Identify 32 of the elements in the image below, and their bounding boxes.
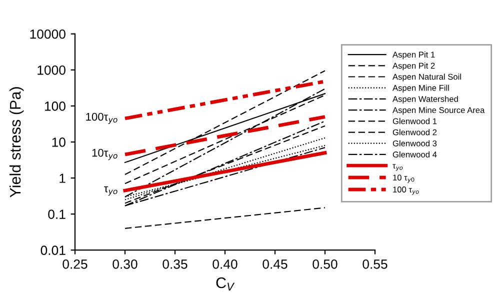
legend-label: Glenwood 1 [392,118,437,124]
y-tick-label: 10 [52,138,66,147]
x-tick-label: 0.45 [262,259,288,269]
legend-label: Aspen Mine Fill [392,84,449,92]
y-tick-label: 0.1 [48,210,66,219]
y-tick-label: 10000 [30,29,66,39]
x-tick-label: 0.30 [112,259,138,269]
annotation: 10τ$_{yo}$ [92,148,118,160]
legend-label: Glenwood 2 [392,129,437,136]
legend-label: Glenwood 4 [392,151,437,158]
legend-label: 100 τ$_{yo}$ [393,186,419,195]
legend-label: Aspen Mine Source Area [392,106,485,115]
legend-label: 10 τ$_{y0}$ [393,174,414,183]
y-axis-title: Yield stress (Pa) [9,87,24,198]
y-tick-label: 1000 [38,65,66,75]
annotation: τ$_{yo}$ [104,186,118,196]
annotation: 100τ$_{yo}$ [86,112,118,124]
y-tick-label: 0.01 [40,246,66,256]
x-tick-label: 0.35 [162,259,188,269]
x-axis-title: C$_{V}$ [216,277,235,291]
x-tick-label: 0.50 [312,259,338,269]
y-tick-label: 100 [44,102,66,111]
x-tick-label: 0.25 [62,259,88,269]
legend-label: Aspen Natural Soil [392,74,461,82]
x-tick-label: 0.40 [212,259,238,269]
legend-label: Glenwood 3 [392,140,437,146]
legend-label: Aspen Pit 2 [392,62,435,70]
legend-label: Aspen Watershed [392,96,458,104]
legend-label: Aspen Pit 1 [392,51,435,60]
legend-label: τ$_{yo}$ [392,164,403,172]
y-tick-label: 1 [60,174,66,183]
x-tick-label: 0.55 [362,259,388,269]
